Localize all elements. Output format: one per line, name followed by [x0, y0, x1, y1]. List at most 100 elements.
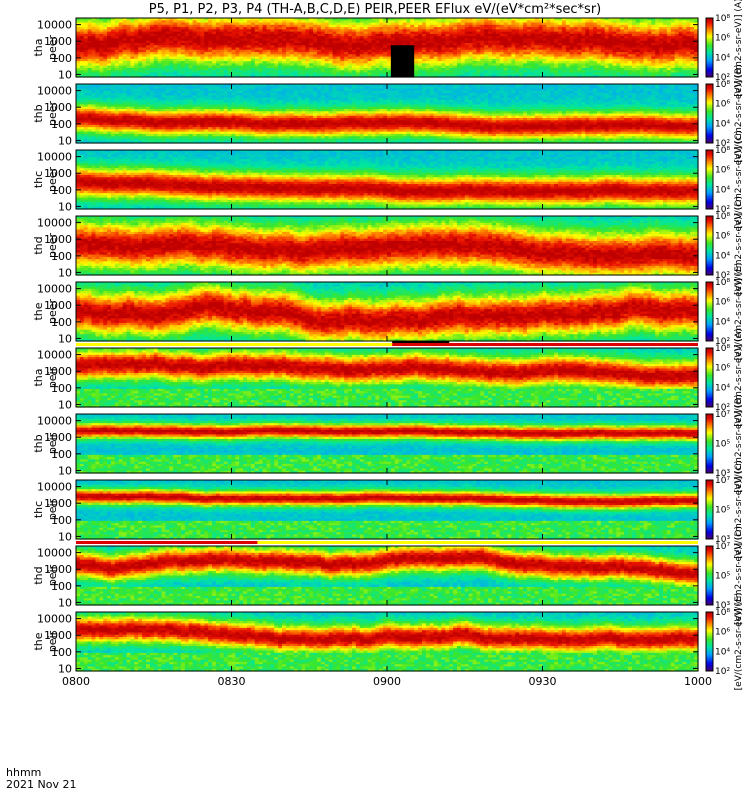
spectrogram-cell — [169, 47, 174, 51]
spectrogram-cell — [212, 52, 217, 55]
spectrogram-cell — [262, 45, 268, 49]
spectrogram-cell — [165, 33, 170, 37]
spectrogram-cell — [243, 33, 248, 37]
spectrogram-cell — [103, 65, 108, 69]
spectrogram-cell — [254, 61, 260, 64]
spectrogram-cell — [99, 67, 104, 71]
spectrogram-cell — [219, 42, 225, 46]
spectrogram-cell — [266, 40, 271, 44]
spectrogram-cell — [99, 56, 104, 60]
spectrogram-cell — [250, 74, 256, 78]
spectrogram-cell — [390, 18, 396, 21]
spectrogram-cell — [371, 24, 376, 28]
spectrogram-cell — [118, 27, 124, 30]
spectrogram-cell — [421, 36, 427, 40]
spectrogram-cell — [425, 63, 431, 67]
spectrogram-cell — [76, 45, 81, 49]
spectrogram-cell — [200, 40, 205, 44]
spectrogram-cell — [406, 74, 411, 78]
spectrogram-cell — [421, 74, 427, 78]
spectrogram-cell — [87, 29, 93, 33]
spectrogram-cell — [243, 58, 248, 62]
spectrogram-cell — [243, 45, 248, 49]
spectrogram-cell — [200, 45, 205, 49]
spectrogram-cell — [371, 54, 376, 58]
spectrogram-cell — [297, 58, 303, 62]
spectrogram-cell — [402, 40, 408, 44]
spectrogram-cell — [138, 36, 143, 40]
spectrogram-cell — [99, 40, 104, 44]
spectrogram-cell — [153, 45, 159, 49]
spectrogram-cell — [91, 72, 97, 76]
spectrogram-cell — [79, 20, 85, 24]
spectrogram-cell — [250, 54, 256, 58]
spectrogram-cell — [348, 56, 353, 60]
spectrogram-cell — [223, 61, 229, 64]
spectrogram-cell — [153, 54, 159, 58]
spectrogram-cell — [336, 24, 341, 28]
spectrogram-cell — [239, 40, 244, 44]
spectrogram-cell — [91, 40, 97, 44]
spectrogram-cell — [258, 29, 264, 33]
spectrogram-cell — [285, 52, 291, 55]
spectrogram-cell — [196, 65, 201, 69]
spectrogram-cell — [387, 18, 392, 21]
spectrogram-cell — [336, 61, 341, 64]
spectrogram-cell — [200, 47, 205, 51]
spectrogram-cell — [429, 18, 435, 21]
spectrogram-cell — [177, 27, 182, 30]
spectrogram-cell — [379, 40, 384, 44]
spectrogram-cell — [114, 40, 120, 44]
spectrogram-cell — [398, 49, 404, 53]
spectrogram-cell — [355, 74, 361, 78]
spectrogram-cell — [145, 36, 151, 40]
spectrogram-cell — [134, 72, 139, 76]
spectrogram-cell — [313, 38, 318, 42]
spectrogram-cell — [394, 63, 400, 67]
spectrogram-cell — [282, 63, 287, 67]
spectrogram-cell — [215, 54, 221, 58]
spectrogram-cell — [103, 24, 108, 28]
spectrogram-cell — [192, 24, 198, 28]
spectrogram-cell — [348, 72, 353, 76]
spectrogram-cell — [250, 52, 256, 55]
spectrogram-cell — [289, 40, 295, 44]
spectrogram-cell — [320, 29, 326, 33]
spectrogram-cell — [142, 58, 147, 62]
spectrogram-cell — [254, 74, 260, 78]
spectrogram-cell — [122, 47, 128, 51]
spectrogram-cell — [313, 54, 318, 58]
spectrogram-cell — [91, 38, 97, 42]
spectrogram-cell — [394, 40, 400, 44]
spectrogram-cell — [344, 67, 349, 71]
spectrogram-cell — [340, 72, 345, 76]
spectrogram-cell — [83, 36, 89, 40]
spectrogram-cell — [161, 70, 167, 74]
spectrogram-cell — [184, 74, 190, 78]
spectrogram-cell — [149, 67, 155, 71]
spectrogram-cell — [79, 52, 85, 55]
spectrogram-cell — [375, 31, 380, 35]
spectrogram-cell — [83, 27, 89, 30]
spectrogram-cell — [247, 72, 252, 76]
spectrogram-cell — [184, 18, 190, 21]
spectrogram-cell — [278, 38, 283, 42]
spectrogram-cell — [180, 18, 186, 21]
spectrogram-cell — [177, 58, 182, 62]
spectrogram-cell — [130, 42, 135, 46]
spectrogram-cell — [301, 36, 306, 40]
spectrogram-cell — [99, 18, 104, 21]
spectrogram-cell — [359, 49, 365, 53]
spectrogram-cell — [320, 31, 326, 35]
spectrogram-cell — [215, 29, 221, 33]
spectrogram-cell — [340, 70, 345, 74]
spectrogram-cell — [317, 49, 322, 53]
spectrogram-cell — [363, 42, 369, 46]
spectrogram-cell — [114, 49, 120, 53]
spectrogram-cell — [332, 56, 338, 60]
spectrogram-cell — [266, 24, 271, 28]
spectrogram-cell — [305, 56, 310, 60]
spectrogram-cell — [328, 52, 334, 55]
spectrogram-cell — [215, 63, 221, 67]
spectrogram-cell — [344, 29, 349, 33]
